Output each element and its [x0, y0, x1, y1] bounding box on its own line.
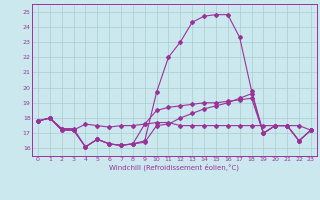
X-axis label: Windchill (Refroidissement éolien,°C): Windchill (Refroidissement éolien,°C)	[109, 164, 239, 171]
